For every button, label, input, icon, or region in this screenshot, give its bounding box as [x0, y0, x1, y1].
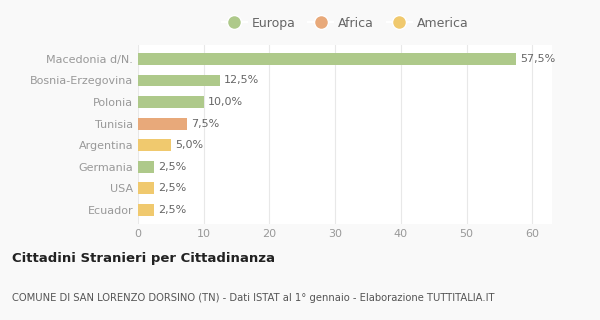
- Bar: [138, 118, 187, 130]
- Text: 2,5%: 2,5%: [158, 183, 187, 193]
- Text: 2,5%: 2,5%: [158, 162, 187, 172]
- Bar: [138, 96, 204, 108]
- Legend: Europa, Africa, America: Europa, Africa, America: [217, 12, 473, 35]
- Text: 57,5%: 57,5%: [520, 54, 555, 64]
- Bar: [138, 75, 220, 86]
- Text: COMUNE DI SAN LORENZO DORSINO (TN) - Dati ISTAT al 1° gennaio - Elaborazione TUT: COMUNE DI SAN LORENZO DORSINO (TN) - Dat…: [12, 293, 494, 303]
- Bar: [138, 53, 516, 65]
- Bar: [138, 204, 154, 216]
- Bar: [138, 139, 171, 151]
- Bar: [138, 161, 154, 173]
- Bar: [138, 182, 154, 194]
- Text: 12,5%: 12,5%: [224, 76, 259, 85]
- Text: 7,5%: 7,5%: [191, 119, 220, 129]
- Text: 5,0%: 5,0%: [175, 140, 203, 150]
- Text: 2,5%: 2,5%: [158, 205, 187, 215]
- Text: 10,0%: 10,0%: [208, 97, 243, 107]
- Text: Cittadini Stranieri per Cittadinanza: Cittadini Stranieri per Cittadinanza: [12, 252, 275, 265]
